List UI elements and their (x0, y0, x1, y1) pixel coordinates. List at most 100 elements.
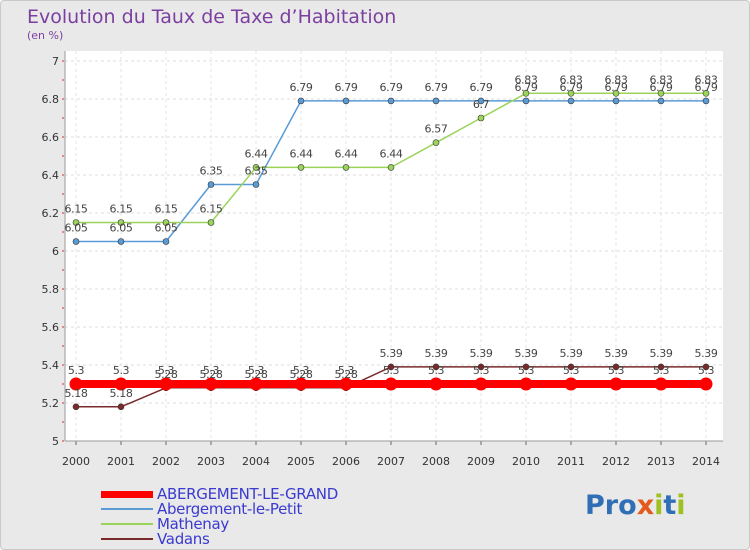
data-label: 6.15 (200, 203, 223, 216)
data-label: 5.18 (65, 387, 88, 400)
data-label: 5.3 (383, 364, 400, 377)
x-tick-label: 2010 (512, 455, 540, 468)
data-point (702, 363, 710, 371)
data-label: 6.44 (335, 147, 358, 160)
data-point (522, 363, 530, 371)
data-point (204, 377, 218, 391)
x-tick-label: 2004 (242, 455, 270, 468)
y-tick-label: 6 (52, 245, 59, 258)
y-tick-label: 5.2 (42, 397, 60, 410)
data-label: 6.83 (605, 73, 628, 86)
data-label: 5.3 (428, 364, 445, 377)
logo-letter: t (663, 490, 677, 521)
data-point (387, 164, 395, 171)
data-label: 6.79 (560, 81, 583, 94)
data-point (477, 114, 485, 122)
data-point (117, 238, 125, 245)
data-label: 6.83 (515, 73, 538, 86)
legend-swatch (101, 491, 153, 498)
data-point (297, 164, 305, 171)
data-point (117, 403, 125, 411)
data-label: 6.15 (65, 203, 88, 216)
data-point (72, 238, 80, 245)
data-label: 5.39 (560, 347, 583, 360)
data-label: 5.39 (650, 347, 673, 360)
legend-swatch (101, 508, 153, 510)
data-point (297, 97, 305, 105)
data-point (702, 90, 710, 97)
plot-area (65, 51, 723, 441)
data-point (522, 90, 530, 97)
x-tick-label: 2013 (647, 455, 675, 468)
data-point (117, 219, 125, 226)
data-label: 6.7 (473, 98, 490, 111)
data-label: 6.44 (380, 147, 403, 160)
logo-letter: i (676, 490, 686, 521)
data-label: 5.39 (515, 347, 538, 360)
data-label: 5.28 (155, 368, 178, 381)
data-point (72, 219, 80, 226)
data-point (387, 363, 395, 371)
data-point (342, 164, 350, 171)
logo-letter: i (654, 490, 664, 521)
data-point (252, 164, 260, 171)
data-label: 5.3 (563, 364, 580, 377)
data-point (654, 377, 668, 391)
x-tick-label: 2012 (602, 455, 630, 468)
data-point (567, 363, 575, 371)
y-tick-label: 5 (52, 435, 59, 448)
data-label: 5.39 (470, 347, 493, 360)
data-label: 5.3 (158, 364, 175, 377)
data-point (567, 97, 575, 105)
data-point (72, 403, 80, 411)
data-label: 6.83 (650, 73, 673, 86)
data-point (477, 97, 485, 105)
data-label: 5.28 (200, 368, 223, 381)
legend-label: ABERGEMENT-LE-GRAND (157, 485, 338, 503)
data-point (657, 97, 665, 105)
x-tick-label: 2000 (62, 455, 90, 468)
data-label: 6.79 (695, 81, 718, 94)
data-label: 5.3 (608, 364, 625, 377)
data-point (159, 377, 173, 391)
data-label: 6.35 (200, 165, 223, 178)
data-point (432, 97, 440, 105)
data-point (342, 97, 350, 105)
data-label: 5.28 (245, 368, 268, 381)
data-label: 5.3 (698, 364, 715, 377)
data-label: 5.3 (248, 364, 265, 377)
y-tick-label: 6.4 (42, 169, 60, 182)
data-point (699, 377, 713, 391)
legend-swatch (101, 538, 153, 540)
data-point (519, 377, 533, 391)
data-point (207, 219, 215, 226)
data-point (609, 377, 623, 391)
logo-letter: o (618, 490, 637, 521)
proxiti-logo: Proxiti (585, 490, 686, 521)
x-tick-label: 2009 (467, 455, 495, 468)
data-point (564, 377, 578, 391)
data-label: 6.79 (425, 81, 448, 94)
data-point (429, 377, 443, 391)
data-label: 6.79 (290, 81, 313, 94)
x-tick-label: 2011 (557, 455, 585, 468)
y-tick-label: 6.8 (42, 93, 60, 106)
data-label: 6.79 (605, 81, 628, 94)
data-point (432, 363, 440, 371)
data-label: 6.79 (650, 81, 673, 94)
data-point (162, 238, 170, 245)
data-point (69, 377, 83, 391)
data-point (207, 181, 215, 188)
data-point (477, 363, 485, 371)
data-label: 5.39 (380, 347, 403, 360)
data-label: 5.3 (473, 364, 490, 377)
legend-swatch (101, 523, 153, 525)
data-point (384, 377, 398, 391)
data-label: 5.3 (113, 364, 130, 377)
data-point (249, 377, 263, 391)
x-tick-label: 2003 (197, 455, 225, 468)
data-label: 6.05 (155, 222, 178, 235)
x-tick-label: 2006 (332, 455, 360, 468)
data-label: 5.39 (695, 347, 718, 360)
